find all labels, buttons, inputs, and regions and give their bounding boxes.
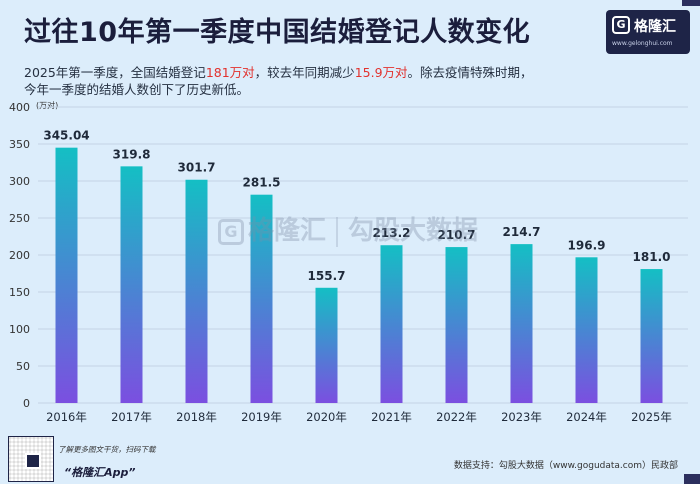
bar [250, 194, 273, 403]
x-tick-label: 2020年 [306, 410, 347, 424]
y-tick-label: 150 [9, 286, 30, 299]
bar [380, 245, 403, 403]
x-tick-label: 2023年 [501, 410, 542, 424]
bar [575, 257, 598, 403]
data-label: 210.7 [438, 228, 476, 242]
qr-code-icon[interactable] [8, 436, 54, 482]
watermark-logo-icon: G [218, 218, 244, 245]
page-title: 过往10年第一季度中国结婚登记人数变化 [24, 17, 531, 48]
y-tick-label: 300 [9, 175, 30, 188]
data-label: 181.0 [633, 250, 671, 264]
bar [640, 269, 663, 403]
bar [120, 166, 143, 403]
y-tick-label: 100 [9, 323, 30, 336]
y-tick-label: 50 [16, 360, 30, 373]
bar [445, 247, 468, 403]
x-tick-label: 2024年 [566, 410, 607, 424]
data-label: 281.5 [243, 176, 281, 190]
y-tick-label: 400 [9, 101, 30, 114]
subtitle-text-c: 。除去疫情特殊时期， [407, 65, 533, 80]
watermark-partner: 勾股大数据 [348, 216, 479, 246]
subtitle-highlight-count: 181万对 [205, 65, 255, 80]
bar [185, 179, 208, 403]
x-tick-label: 2018年 [176, 410, 217, 424]
corner-decoration [682, 0, 700, 6]
y-tick-label: 250 [9, 212, 30, 225]
data-label: 214.7 [503, 225, 541, 239]
watermark-divider [336, 216, 339, 247]
y-tick-label: 0 [23, 397, 30, 410]
subtitle-text-line2: 今年一季度的结婚人数创下了历史新低。 [24, 82, 250, 97]
subtitle-highlight-decrease: 15.9万对 [354, 65, 408, 80]
footer-app-name: “格隆汇App” [64, 466, 136, 479]
y-tick-label: 350 [9, 138, 30, 151]
logo-name: 格隆汇 [634, 19, 676, 35]
watermark-brand: 格隆汇 [248, 216, 327, 246]
subtitle-text-b: ，较去年同期减少 [254, 65, 355, 80]
bar [510, 244, 533, 403]
data-source: 数据支持：勾股大数据（www.gogudata.com）民政部 [453, 461, 678, 471]
x-tick-label: 2025年 [631, 410, 672, 424]
corner-decoration-bottom [684, 474, 700, 484]
data-label: 196.9 [568, 238, 606, 252]
watermark: G 格隆汇 勾股大数据 [218, 210, 478, 247]
bar [55, 147, 78, 403]
brand-logo[interactable]: G 格隆汇 www.gelonghui.com [606, 10, 690, 54]
x-tick-label: 2022年 [436, 410, 477, 424]
subtitle: 2025年第一季度，全国结婚登记181万对，较去年同期减少15.9万对。除去疫情… [24, 64, 584, 98]
logo-mark-icon: G [612, 16, 630, 34]
x-tick-label: 2019年 [241, 410, 282, 424]
x-tick-label: 2017年 [111, 410, 152, 424]
data-label: 301.7 [178, 161, 216, 175]
x-tick-label: 2021年 [371, 410, 412, 424]
subtitle-text-a: 2025年第一季度，全国结婚登记 [24, 65, 206, 80]
qr-center-logo [25, 453, 41, 469]
footer-note: 了解更多图文干货，扫码下载 [58, 445, 156, 454]
y-tick-label: 200 [9, 249, 30, 262]
logo-url: www.gelonghui.com [612, 40, 673, 47]
bar [315, 287, 338, 403]
data-label: 319.8 [113, 147, 151, 161]
y-axis-unit: (万对) [36, 101, 59, 110]
data-label: 213.2 [373, 226, 411, 240]
x-tick-label: 2016年 [46, 410, 87, 424]
data-label: 155.7 [308, 269, 346, 283]
data-label: 345.04 [43, 129, 89, 143]
